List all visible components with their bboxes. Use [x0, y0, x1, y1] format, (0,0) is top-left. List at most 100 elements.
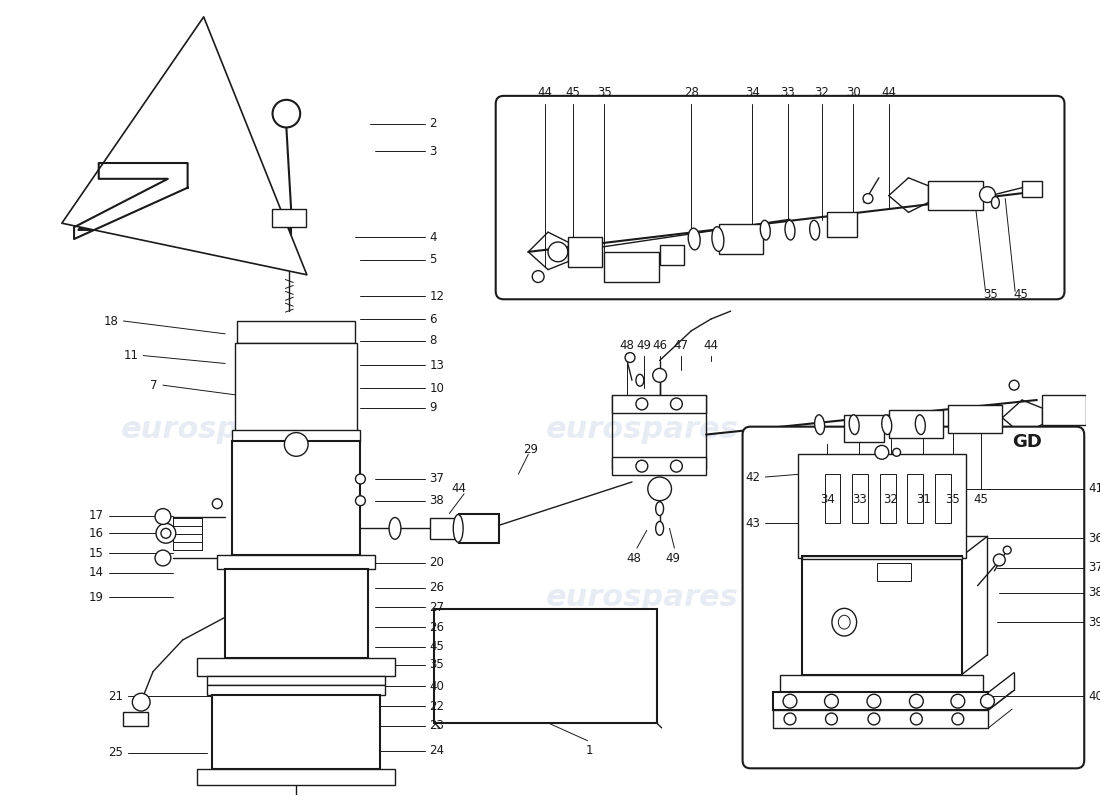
Text: 48: 48 — [627, 552, 641, 565]
Text: 35: 35 — [597, 86, 612, 99]
Text: 38: 38 — [1088, 586, 1100, 599]
Bar — [880, 474, 895, 523]
Bar — [798, 454, 966, 558]
Text: 43: 43 — [746, 517, 760, 530]
Text: 1: 1 — [586, 744, 593, 757]
Circle shape — [950, 694, 965, 708]
Bar — [1042, 395, 1086, 425]
Text: 38: 38 — [429, 494, 444, 507]
Text: 47: 47 — [674, 338, 689, 352]
Circle shape — [648, 477, 671, 501]
Circle shape — [893, 448, 901, 456]
Text: 49: 49 — [666, 552, 680, 565]
Text: 6: 6 — [429, 313, 437, 326]
Text: 44: 44 — [538, 86, 552, 99]
Circle shape — [784, 713, 796, 725]
Bar — [948, 405, 1002, 433]
Text: 21: 21 — [109, 690, 123, 702]
Bar — [802, 556, 961, 674]
Text: 44: 44 — [452, 482, 466, 495]
Ellipse shape — [915, 415, 925, 434]
Text: 26: 26 — [429, 581, 444, 594]
Bar — [604, 252, 659, 282]
Text: 15: 15 — [89, 546, 103, 559]
Bar — [719, 224, 763, 254]
Text: 27: 27 — [429, 601, 444, 614]
Bar — [773, 710, 989, 728]
Bar — [198, 770, 395, 785]
Circle shape — [867, 694, 881, 708]
Text: 32: 32 — [814, 86, 829, 99]
Bar — [212, 695, 381, 770]
Text: 46: 46 — [652, 338, 667, 352]
Text: 8: 8 — [429, 334, 437, 347]
Circle shape — [868, 713, 880, 725]
Text: 11: 11 — [123, 349, 139, 362]
Text: 37: 37 — [429, 473, 444, 486]
Circle shape — [980, 186, 996, 202]
Circle shape — [874, 446, 889, 459]
Text: 26: 26 — [429, 621, 444, 634]
Circle shape — [864, 194, 873, 203]
Circle shape — [671, 398, 682, 410]
Circle shape — [980, 694, 994, 708]
Circle shape — [825, 713, 837, 725]
Text: GD: GD — [1012, 434, 1042, 451]
Text: 35: 35 — [429, 658, 444, 671]
Bar — [889, 410, 943, 438]
Circle shape — [132, 694, 150, 711]
Bar — [877, 563, 912, 581]
Text: 28: 28 — [684, 86, 699, 99]
Bar — [208, 686, 385, 695]
Ellipse shape — [389, 518, 400, 539]
Text: 35: 35 — [983, 288, 999, 301]
Ellipse shape — [656, 522, 663, 535]
Ellipse shape — [760, 220, 770, 240]
Circle shape — [910, 694, 923, 708]
Text: 13: 13 — [429, 359, 444, 372]
Text: 34: 34 — [745, 86, 760, 99]
Text: 14: 14 — [89, 566, 103, 579]
Text: 45: 45 — [429, 640, 444, 654]
Text: 35: 35 — [946, 493, 960, 506]
Ellipse shape — [810, 220, 820, 240]
Bar — [217, 555, 375, 569]
Circle shape — [1003, 546, 1011, 554]
Text: 16: 16 — [89, 527, 103, 540]
Bar — [613, 395, 706, 413]
Bar — [660, 245, 684, 265]
Text: 39: 39 — [1088, 616, 1100, 629]
FancyBboxPatch shape — [742, 426, 1085, 768]
Bar — [429, 518, 459, 539]
Bar — [1022, 181, 1042, 197]
Circle shape — [652, 369, 667, 382]
Text: 37: 37 — [1088, 562, 1100, 574]
Text: eurospares: eurospares — [121, 415, 314, 444]
Text: 48: 48 — [619, 338, 635, 352]
Text: 42: 42 — [746, 470, 760, 483]
Text: eurospares: eurospares — [546, 415, 738, 444]
Text: 36: 36 — [1088, 532, 1100, 545]
Text: 34: 34 — [821, 493, 835, 506]
Ellipse shape — [785, 220, 795, 240]
Text: 40: 40 — [1088, 690, 1100, 702]
Circle shape — [155, 550, 170, 566]
Bar — [236, 321, 355, 342]
Circle shape — [532, 270, 544, 282]
Bar — [908, 474, 923, 523]
Circle shape — [548, 242, 568, 262]
Bar — [235, 342, 358, 431]
Circle shape — [155, 509, 170, 525]
Bar — [459, 514, 498, 543]
Text: 23: 23 — [429, 719, 444, 732]
Circle shape — [825, 694, 838, 708]
Text: 22: 22 — [429, 700, 444, 713]
Bar — [928, 181, 982, 210]
Ellipse shape — [832, 608, 857, 636]
Circle shape — [952, 713, 964, 725]
Circle shape — [285, 433, 308, 456]
Circle shape — [355, 496, 365, 506]
Text: 10: 10 — [429, 382, 444, 394]
Text: 41: 41 — [1088, 482, 1100, 495]
Text: 44: 44 — [704, 338, 718, 352]
